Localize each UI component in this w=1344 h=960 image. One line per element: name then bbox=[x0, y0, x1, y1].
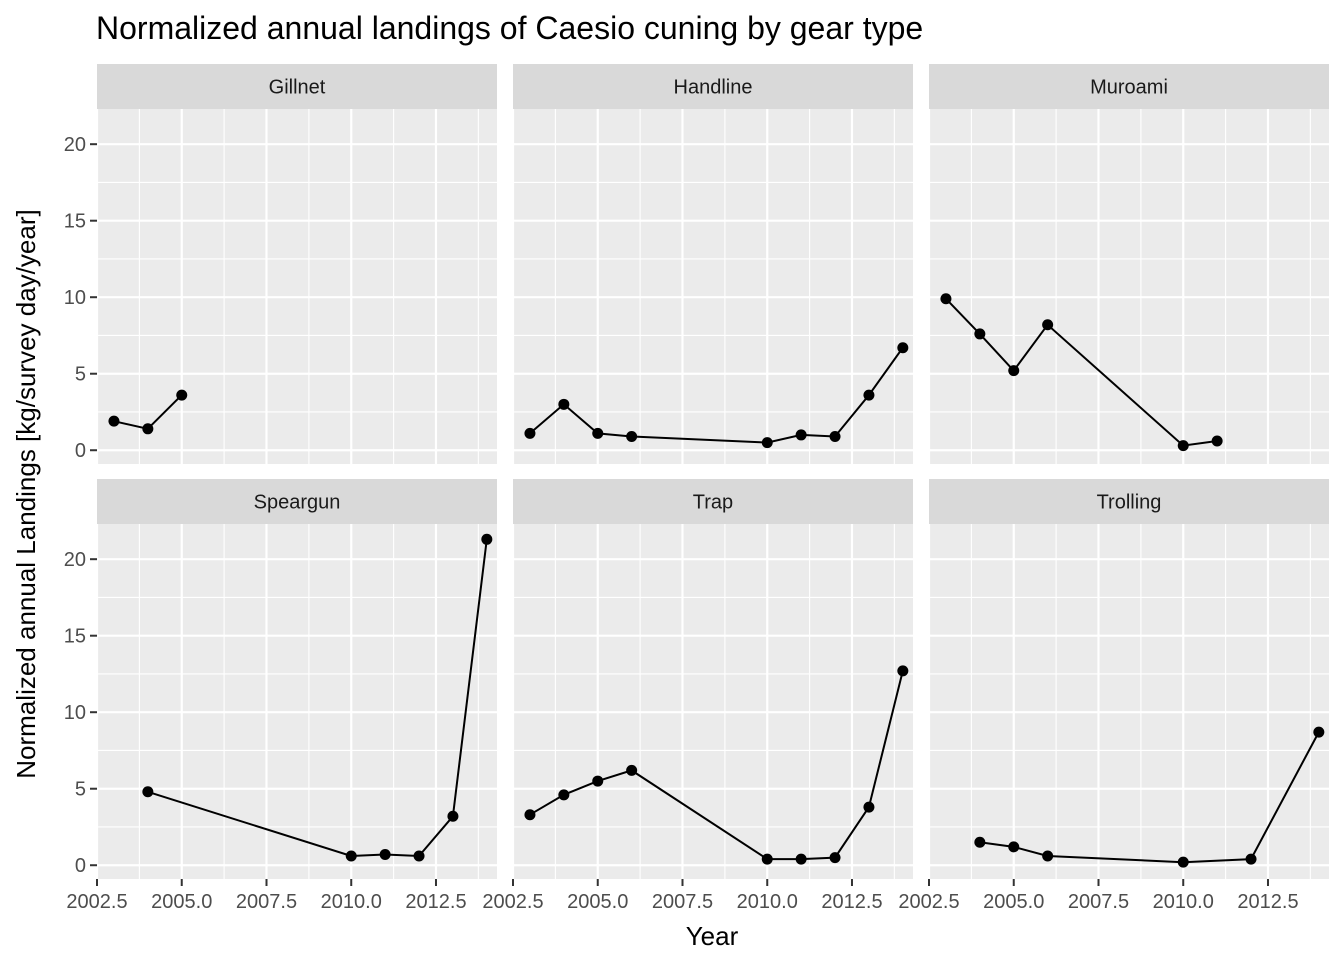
data-point bbox=[592, 775, 604, 787]
data-point bbox=[761, 853, 773, 865]
facet-strip bbox=[929, 479, 1329, 524]
data-point bbox=[795, 853, 807, 865]
data-point bbox=[897, 342, 909, 354]
data-point bbox=[1008, 841, 1020, 853]
facet-strip bbox=[513, 64, 913, 109]
panel-background bbox=[929, 524, 1329, 879]
panel-background bbox=[929, 109, 1329, 464]
data-point bbox=[524, 809, 536, 821]
series-line bbox=[147, 539, 488, 858]
x-tick-label: 2010.0 bbox=[1153, 891, 1214, 913]
data-point bbox=[829, 430, 841, 442]
facet-muroami: Muroami bbox=[927, 64, 1329, 464]
x-tick-label: 2010.0 bbox=[321, 891, 382, 913]
x-tick-label: 2010.0 bbox=[737, 891, 798, 913]
x-tick-label: 2012.5 bbox=[1237, 891, 1298, 913]
facet-strip-label: Gillnet bbox=[269, 77, 326, 99]
y-tick-label: 20 bbox=[64, 134, 86, 156]
y-tick-label: 10 bbox=[64, 702, 86, 724]
y-tick-label: 20 bbox=[64, 549, 86, 571]
facet-panels: Gillnet 0 5 10 15 20 Handline Muroami Speargun 0 5… bbox=[64, 64, 1329, 913]
data-point bbox=[795, 429, 807, 441]
x-tick-label: 2005.0 bbox=[567, 891, 628, 913]
y-tick-label: 0 bbox=[75, 440, 86, 462]
x-tick-label: 2012.5 bbox=[405, 891, 466, 913]
facet-strip-label: Muroami bbox=[1090, 77, 1168, 99]
data-point bbox=[940, 293, 952, 305]
data-point bbox=[142, 786, 154, 798]
x-tick-label: 2007.5 bbox=[236, 891, 297, 913]
data-point bbox=[1042, 319, 1054, 331]
y-tick-label: 15 bbox=[64, 211, 86, 233]
chart-title: Normalized annual landings of Caesio cun… bbox=[96, 10, 923, 46]
panel-background bbox=[97, 109, 497, 464]
facet-strip-label: Trap bbox=[693, 492, 733, 514]
x-tick-label: 2002.5 bbox=[898, 891, 959, 913]
data-point bbox=[142, 423, 154, 435]
panel-background bbox=[513, 109, 913, 464]
x-tick-label: 2007.5 bbox=[652, 891, 713, 913]
y-tick-label: 0 bbox=[75, 855, 86, 877]
series-line bbox=[945, 298, 1218, 447]
data-point bbox=[1177, 856, 1189, 868]
x-tick-label: 2002.5 bbox=[482, 891, 543, 913]
data-point bbox=[897, 665, 909, 677]
facet-strip bbox=[97, 64, 497, 109]
data-point bbox=[108, 415, 120, 427]
facet-strip-label: Speargun bbox=[254, 492, 341, 514]
data-point bbox=[829, 852, 841, 864]
data-point bbox=[1245, 853, 1257, 865]
x-axis-title: Year bbox=[686, 921, 739, 951]
facet-strip-label: Trolling bbox=[1097, 492, 1162, 514]
data-point bbox=[558, 789, 570, 801]
facet-strip bbox=[97, 479, 497, 524]
y-axis-title: Normalized annual Landings [kg/survey da… bbox=[11, 209, 41, 778]
data-point bbox=[447, 810, 459, 822]
facet-trolling: Trolling 2002.5 2005.0 2007.5 2010.0 2012.5 bbox=[898, 479, 1329, 913]
data-point bbox=[1042, 850, 1054, 862]
facet-gillnet: Gillnet 0 5 10 15 20 bbox=[64, 64, 497, 464]
x-tick-label: 2007.5 bbox=[1068, 891, 1129, 913]
y-tick-label: 10 bbox=[64, 287, 86, 309]
facet-handline: Handline bbox=[511, 64, 913, 464]
data-point bbox=[379, 849, 391, 861]
data-point bbox=[761, 437, 773, 449]
data-point bbox=[1177, 440, 1189, 452]
panel-background bbox=[513, 524, 913, 879]
data-point bbox=[626, 430, 638, 442]
data-point bbox=[558, 398, 570, 410]
facet-strip bbox=[929, 64, 1329, 109]
y-tick-label: 5 bbox=[75, 779, 86, 801]
facet-strip bbox=[513, 479, 913, 524]
facet-speargun: Speargun 0 5 10 15 20 2002.5 2005.0 2007.5 2010.0… bbox=[64, 479, 497, 913]
data-point bbox=[345, 850, 357, 862]
y-tick-label: 5 bbox=[75, 364, 86, 386]
data-point bbox=[592, 427, 604, 439]
y-tick-label: 15 bbox=[64, 626, 86, 648]
panel-background bbox=[97, 524, 497, 879]
x-tick-label: 2002.5 bbox=[66, 891, 127, 913]
facet-strip-label: Handline bbox=[674, 77, 753, 99]
data-point bbox=[1313, 726, 1325, 738]
data-point bbox=[863, 389, 875, 401]
data-point bbox=[1008, 365, 1020, 377]
data-point bbox=[974, 836, 986, 848]
data-point bbox=[176, 389, 188, 401]
data-point bbox=[524, 427, 536, 439]
data-point bbox=[626, 764, 638, 776]
series-line bbox=[979, 731, 1320, 864]
data-point bbox=[863, 801, 875, 813]
x-tick-label: 2005.0 bbox=[151, 891, 212, 913]
data-point bbox=[974, 328, 986, 340]
data-point bbox=[481, 533, 493, 545]
data-point bbox=[1211, 435, 1223, 447]
facet-trap: Trap 2002.5 2005.0 2007.5 2010.0 2012.5 bbox=[482, 479, 913, 913]
x-tick-label: 2005.0 bbox=[983, 891, 1044, 913]
x-tick-label: 2012.5 bbox=[821, 891, 882, 913]
data-point bbox=[413, 850, 425, 862]
